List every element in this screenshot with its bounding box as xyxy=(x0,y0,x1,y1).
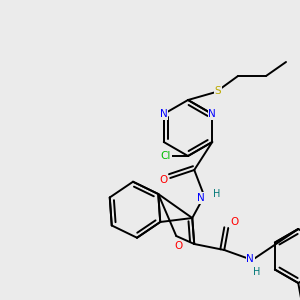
Text: S: S xyxy=(215,86,221,96)
Text: N: N xyxy=(246,254,254,264)
Text: N: N xyxy=(160,109,168,119)
Text: N: N xyxy=(197,193,205,203)
Text: H: H xyxy=(253,267,260,277)
Text: O: O xyxy=(230,217,238,227)
Text: H: H xyxy=(213,189,220,199)
Text: Cl: Cl xyxy=(161,151,171,161)
Text: O: O xyxy=(159,175,167,185)
Text: N: N xyxy=(208,109,216,119)
Text: O: O xyxy=(174,241,182,251)
